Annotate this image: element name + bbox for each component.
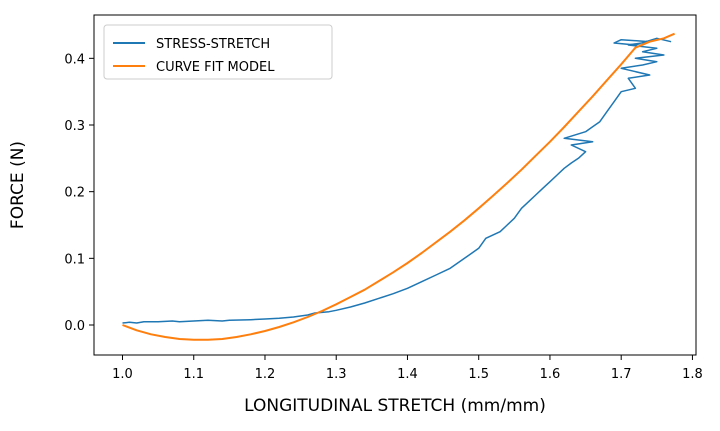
legend-label-curve-fit: CURVE FIT MODEL bbox=[156, 60, 275, 75]
y-axis-ticks: 0.0 0.1 0.2 0.3 0.4 bbox=[64, 52, 94, 334]
x-tick-label: 1.8 bbox=[682, 367, 703, 382]
x-tick-label: 1.1 bbox=[183, 367, 204, 382]
legend-label-stress-stretch: STRESS-STRETCH bbox=[156, 37, 270, 52]
series-line-stress-stretch bbox=[122, 37, 672, 324]
y-tick-label: 0.2 bbox=[64, 186, 85, 201]
x-tick-label: 1.3 bbox=[326, 367, 347, 382]
y-tick-label: 0.4 bbox=[64, 52, 85, 67]
series-layer bbox=[122, 32, 675, 341]
x-axis-label: LONGITUDINAL STRETCH (mm/mm) bbox=[244, 396, 546, 416]
x-tick-label: 1.4 bbox=[397, 367, 418, 382]
y-tick-label: 0.0 bbox=[64, 319, 85, 334]
legend: STRESS-STRETCH CURVE FIT MODEL bbox=[103, 24, 333, 80]
x-tick-label: 1.6 bbox=[540, 367, 561, 382]
x-tick-label: 1.2 bbox=[255, 367, 276, 382]
series-line-curve-fit-model bbox=[122, 32, 675, 341]
legend-box bbox=[103, 24, 333, 80]
x-tick-label: 1.7 bbox=[611, 367, 632, 382]
y-axis-label: FORCE (N) bbox=[8, 141, 28, 229]
x-tick-label: 1.0 bbox=[112, 367, 133, 382]
y-tick-label: 0.1 bbox=[64, 252, 85, 267]
y-tick-label: 0.3 bbox=[64, 119, 85, 134]
x-tick-label: 1.5 bbox=[468, 367, 489, 382]
x-axis-ticks: 1.0 1.1 1.2 1.3 1.4 1.5 1.6 1.7 1.8 bbox=[112, 355, 703, 382]
